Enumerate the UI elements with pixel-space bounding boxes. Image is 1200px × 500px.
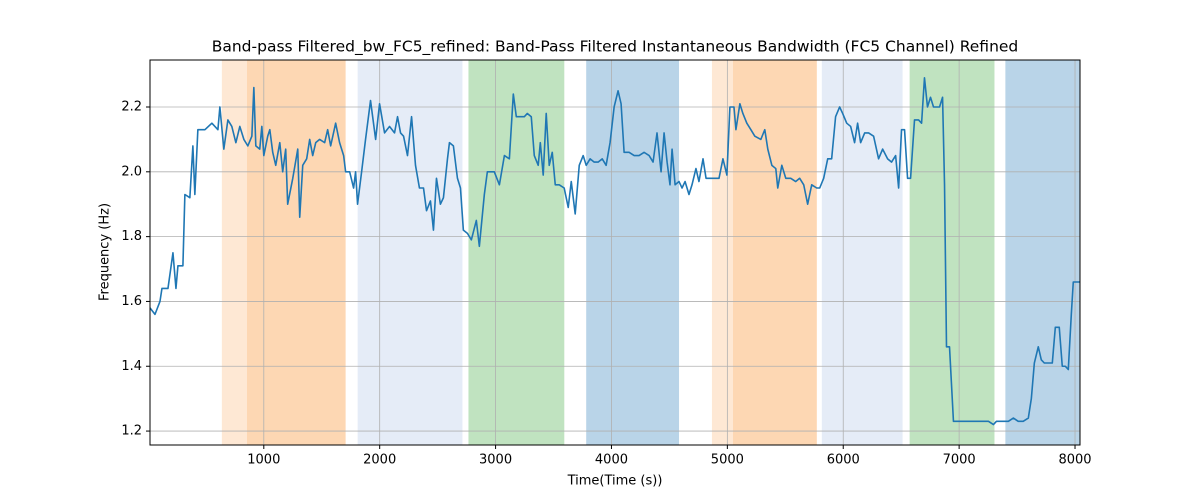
x-tick-label: 1000 — [247, 453, 280, 468]
shaded-span — [246, 60, 346, 445]
y-axis-label: Frequency (Hz) — [98, 203, 113, 301]
shaded-span — [732, 60, 817, 445]
x-tick-label: 2000 — [363, 453, 396, 468]
shaded-span — [586, 60, 680, 445]
chart-title: Band-pass Filtered_bw_FC5_refined: Band-… — [212, 38, 1019, 57]
shaded-span — [468, 60, 565, 445]
x-tick-label: 4000 — [595, 453, 628, 468]
shaded-span — [821, 60, 903, 445]
y-tick-label: 1.6 — [121, 294, 142, 309]
x-axis-label: Time(Time (s)) — [567, 474, 663, 489]
shaded-span — [1005, 60, 1080, 445]
plot-frame — [149, 59, 1081, 446]
y-tick-label: 1.2 — [121, 424, 142, 439]
x-tick-label: 7000 — [943, 453, 976, 468]
x-tick-label: 6000 — [827, 453, 860, 468]
y-tick-label: 1.4 — [121, 359, 142, 374]
shaded-span — [221, 60, 247, 445]
y-tick-label: 1.8 — [121, 229, 142, 244]
data-line — [149, 77, 1080, 426]
y-tick-label: 2.0 — [121, 164, 142, 179]
y-tick-label: 2.2 — [121, 99, 142, 114]
x-tick-label: 8000 — [1058, 453, 1091, 468]
x-tick-label: 3000 — [479, 453, 512, 468]
x-tick-label: 5000 — [711, 453, 744, 468]
